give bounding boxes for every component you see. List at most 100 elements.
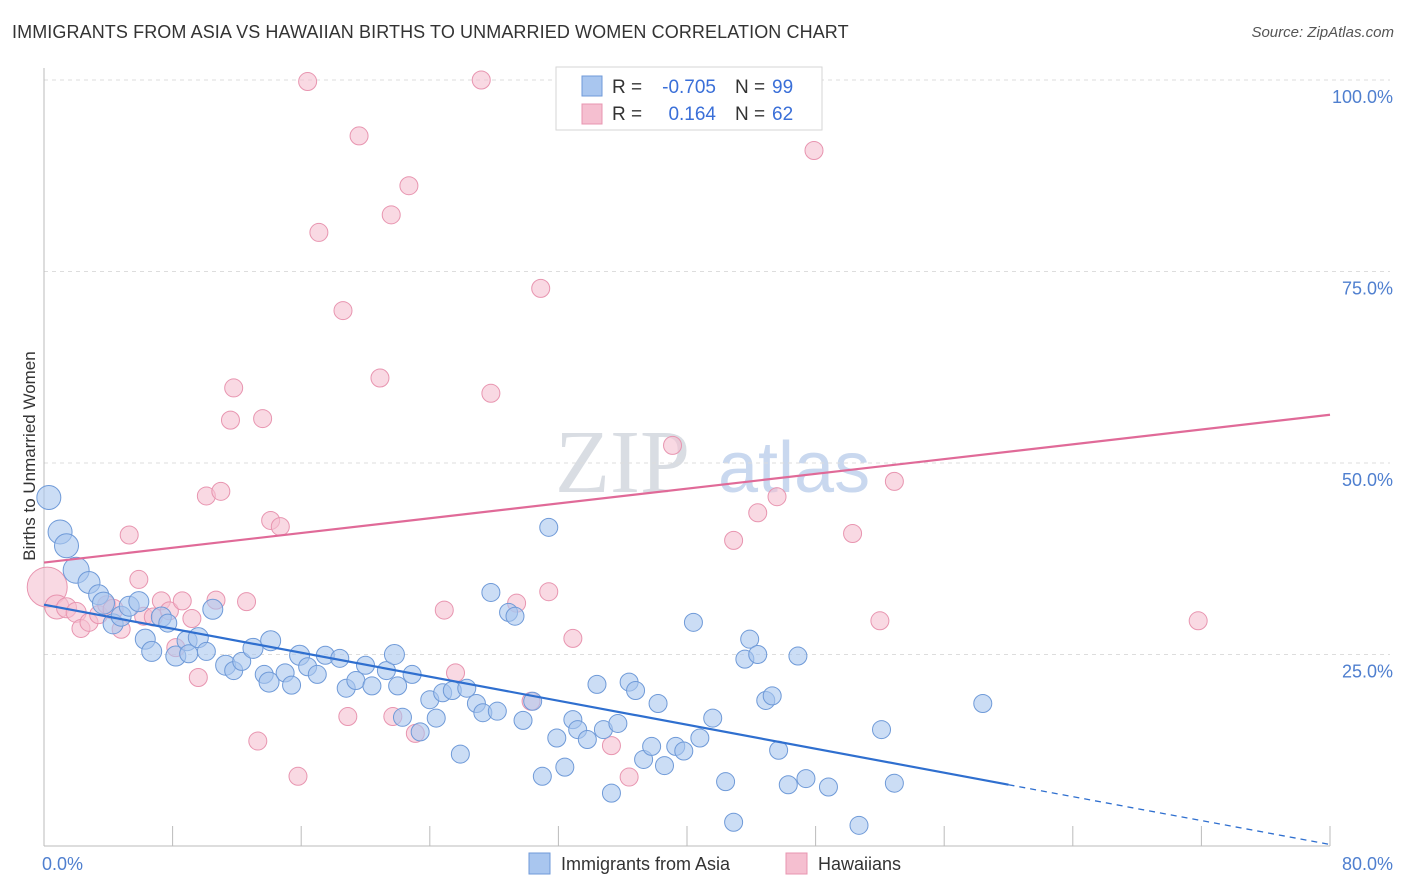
point-pink-58	[843, 523, 863, 543]
point-blue-81	[716, 772, 736, 792]
point-blue-10	[128, 591, 150, 613]
point-pink-19	[188, 667, 208, 687]
chart-title: IMMIGRANTS FROM ASIA VS HAWAIIAN BIRTHS …	[12, 22, 849, 42]
point-blue-82	[724, 812, 744, 832]
axes	[43, 68, 1331, 847]
point-pink-10	[119, 525, 139, 545]
point-pink-51	[601, 736, 621, 756]
point-blue-65	[577, 730, 597, 750]
point-blue-6	[91, 591, 115, 615]
point-blue-69	[608, 713, 628, 733]
bottom-legend-label-asia: Immigrants from Asia	[561, 854, 731, 874]
point-pink-36	[370, 368, 390, 388]
point-pink-22	[211, 481, 231, 501]
point-pink-34	[338, 707, 358, 727]
point-pink-26	[248, 731, 268, 751]
watermark-atlas: atlas	[718, 428, 870, 508]
point-pink-17	[172, 591, 192, 611]
legend-swatch-pink	[581, 103, 603, 125]
point-blue-95	[884, 773, 904, 793]
point-blue-32	[307, 664, 327, 684]
point-blue-2	[54, 533, 80, 559]
y-tick-label-100: 100.0%	[1332, 87, 1393, 107]
series-legend: Immigrants from Asia Hawaiians	[528, 852, 901, 875]
point-blue-40	[383, 644, 405, 665]
bottom-legend-swatch-blue	[528, 852, 551, 875]
trend-lines	[43, 413, 1331, 846]
point-pink-41	[434, 600, 454, 620]
point-blue-80	[703, 708, 723, 728]
point-blue-20	[202, 598, 224, 620]
point-blue-73	[642, 736, 662, 756]
point-blue-62	[555, 757, 575, 777]
bottom-legend-label-hawaiians: Hawaiians	[818, 854, 901, 874]
legend-r-value-2: 0.164	[668, 104, 716, 125]
point-blue-29	[282, 675, 302, 695]
point-blue-41	[388, 676, 408, 696]
legend-n-value-2: 62	[772, 104, 793, 125]
point-pink-31	[298, 72, 318, 92]
point-blue-38	[362, 676, 382, 696]
y-axis-title: Births to Unmarried Women	[20, 351, 39, 560]
point-pink-30	[288, 766, 308, 786]
y-tick-label-25: 25.0%	[1342, 662, 1393, 682]
point-pink-29	[270, 517, 290, 537]
point-blue-75	[654, 756, 674, 776]
point-blue-0	[36, 484, 62, 510]
point-pink-39	[399, 176, 419, 196]
point-blue-77	[674, 741, 694, 761]
point-blue-61	[547, 728, 567, 748]
point-pink-61	[1188, 611, 1208, 631]
point-blue-42	[392, 707, 412, 727]
point-pink-55	[748, 503, 768, 523]
point-blue-91	[796, 769, 816, 789]
point-blue-53	[481, 582, 501, 602]
x-tick-labels: 0.0% 80.0%	[42, 854, 1393, 874]
y-tick-label-50: 50.0%	[1342, 470, 1393, 490]
x-tick-label-min: 0.0%	[42, 854, 83, 874]
point-pink-18	[182, 608, 202, 628]
y-tick-labels: 25.0% 50.0% 75.0% 100.0%	[1332, 87, 1393, 682]
point-pink-44	[481, 383, 501, 403]
legend-r-label-1: R =	[612, 77, 642, 98]
point-blue-36	[346, 671, 366, 691]
series-immigrants-from-asia	[36, 484, 993, 835]
point-blue-89	[778, 775, 798, 795]
point-blue-66	[587, 674, 607, 694]
trendline-pink	[43, 413, 1331, 564]
point-blue-87	[762, 686, 782, 706]
point-blue-84	[740, 629, 760, 649]
trendline-blue	[43, 603, 1009, 786]
point-blue-56	[505, 606, 525, 626]
point-pink-52	[619, 767, 639, 787]
point-blue-78	[683, 612, 703, 632]
point-pink-60	[884, 471, 904, 491]
x-tick-label-max: 80.0%	[1342, 854, 1393, 874]
point-blue-57	[513, 710, 533, 730]
point-pink-32	[309, 222, 329, 242]
point-blue-60	[539, 517, 559, 537]
point-pink-27	[253, 409, 273, 429]
point-blue-79	[690, 728, 710, 748]
grid-lines	[44, 79, 1390, 655]
point-blue-92	[818, 777, 838, 797]
point-pink-54	[724, 530, 744, 550]
legend-n-value-1: 99	[772, 77, 793, 98]
point-pink-25	[237, 592, 257, 612]
point-pink-24	[224, 378, 244, 398]
y-tick-label-75: 75.0%	[1342, 279, 1393, 299]
point-pink-35	[349, 126, 369, 146]
point-blue-85	[748, 645, 768, 664]
legend-r-label-2: R =	[612, 104, 642, 125]
point-pink-43	[471, 70, 491, 90]
legend-r-value-1: -0.705	[662, 77, 716, 98]
correlation-legend: R = -0.705 N = 99 R = 0.164 N = 62	[555, 66, 823, 131]
point-pink-37	[381, 205, 401, 225]
bottom-legend-swatch-pink	[785, 852, 808, 875]
point-blue-49	[450, 744, 470, 764]
point-pink-59	[870, 611, 890, 631]
point-blue-44	[410, 722, 430, 742]
point-pink-49	[563, 628, 583, 648]
point-blue-90	[788, 646, 808, 666]
